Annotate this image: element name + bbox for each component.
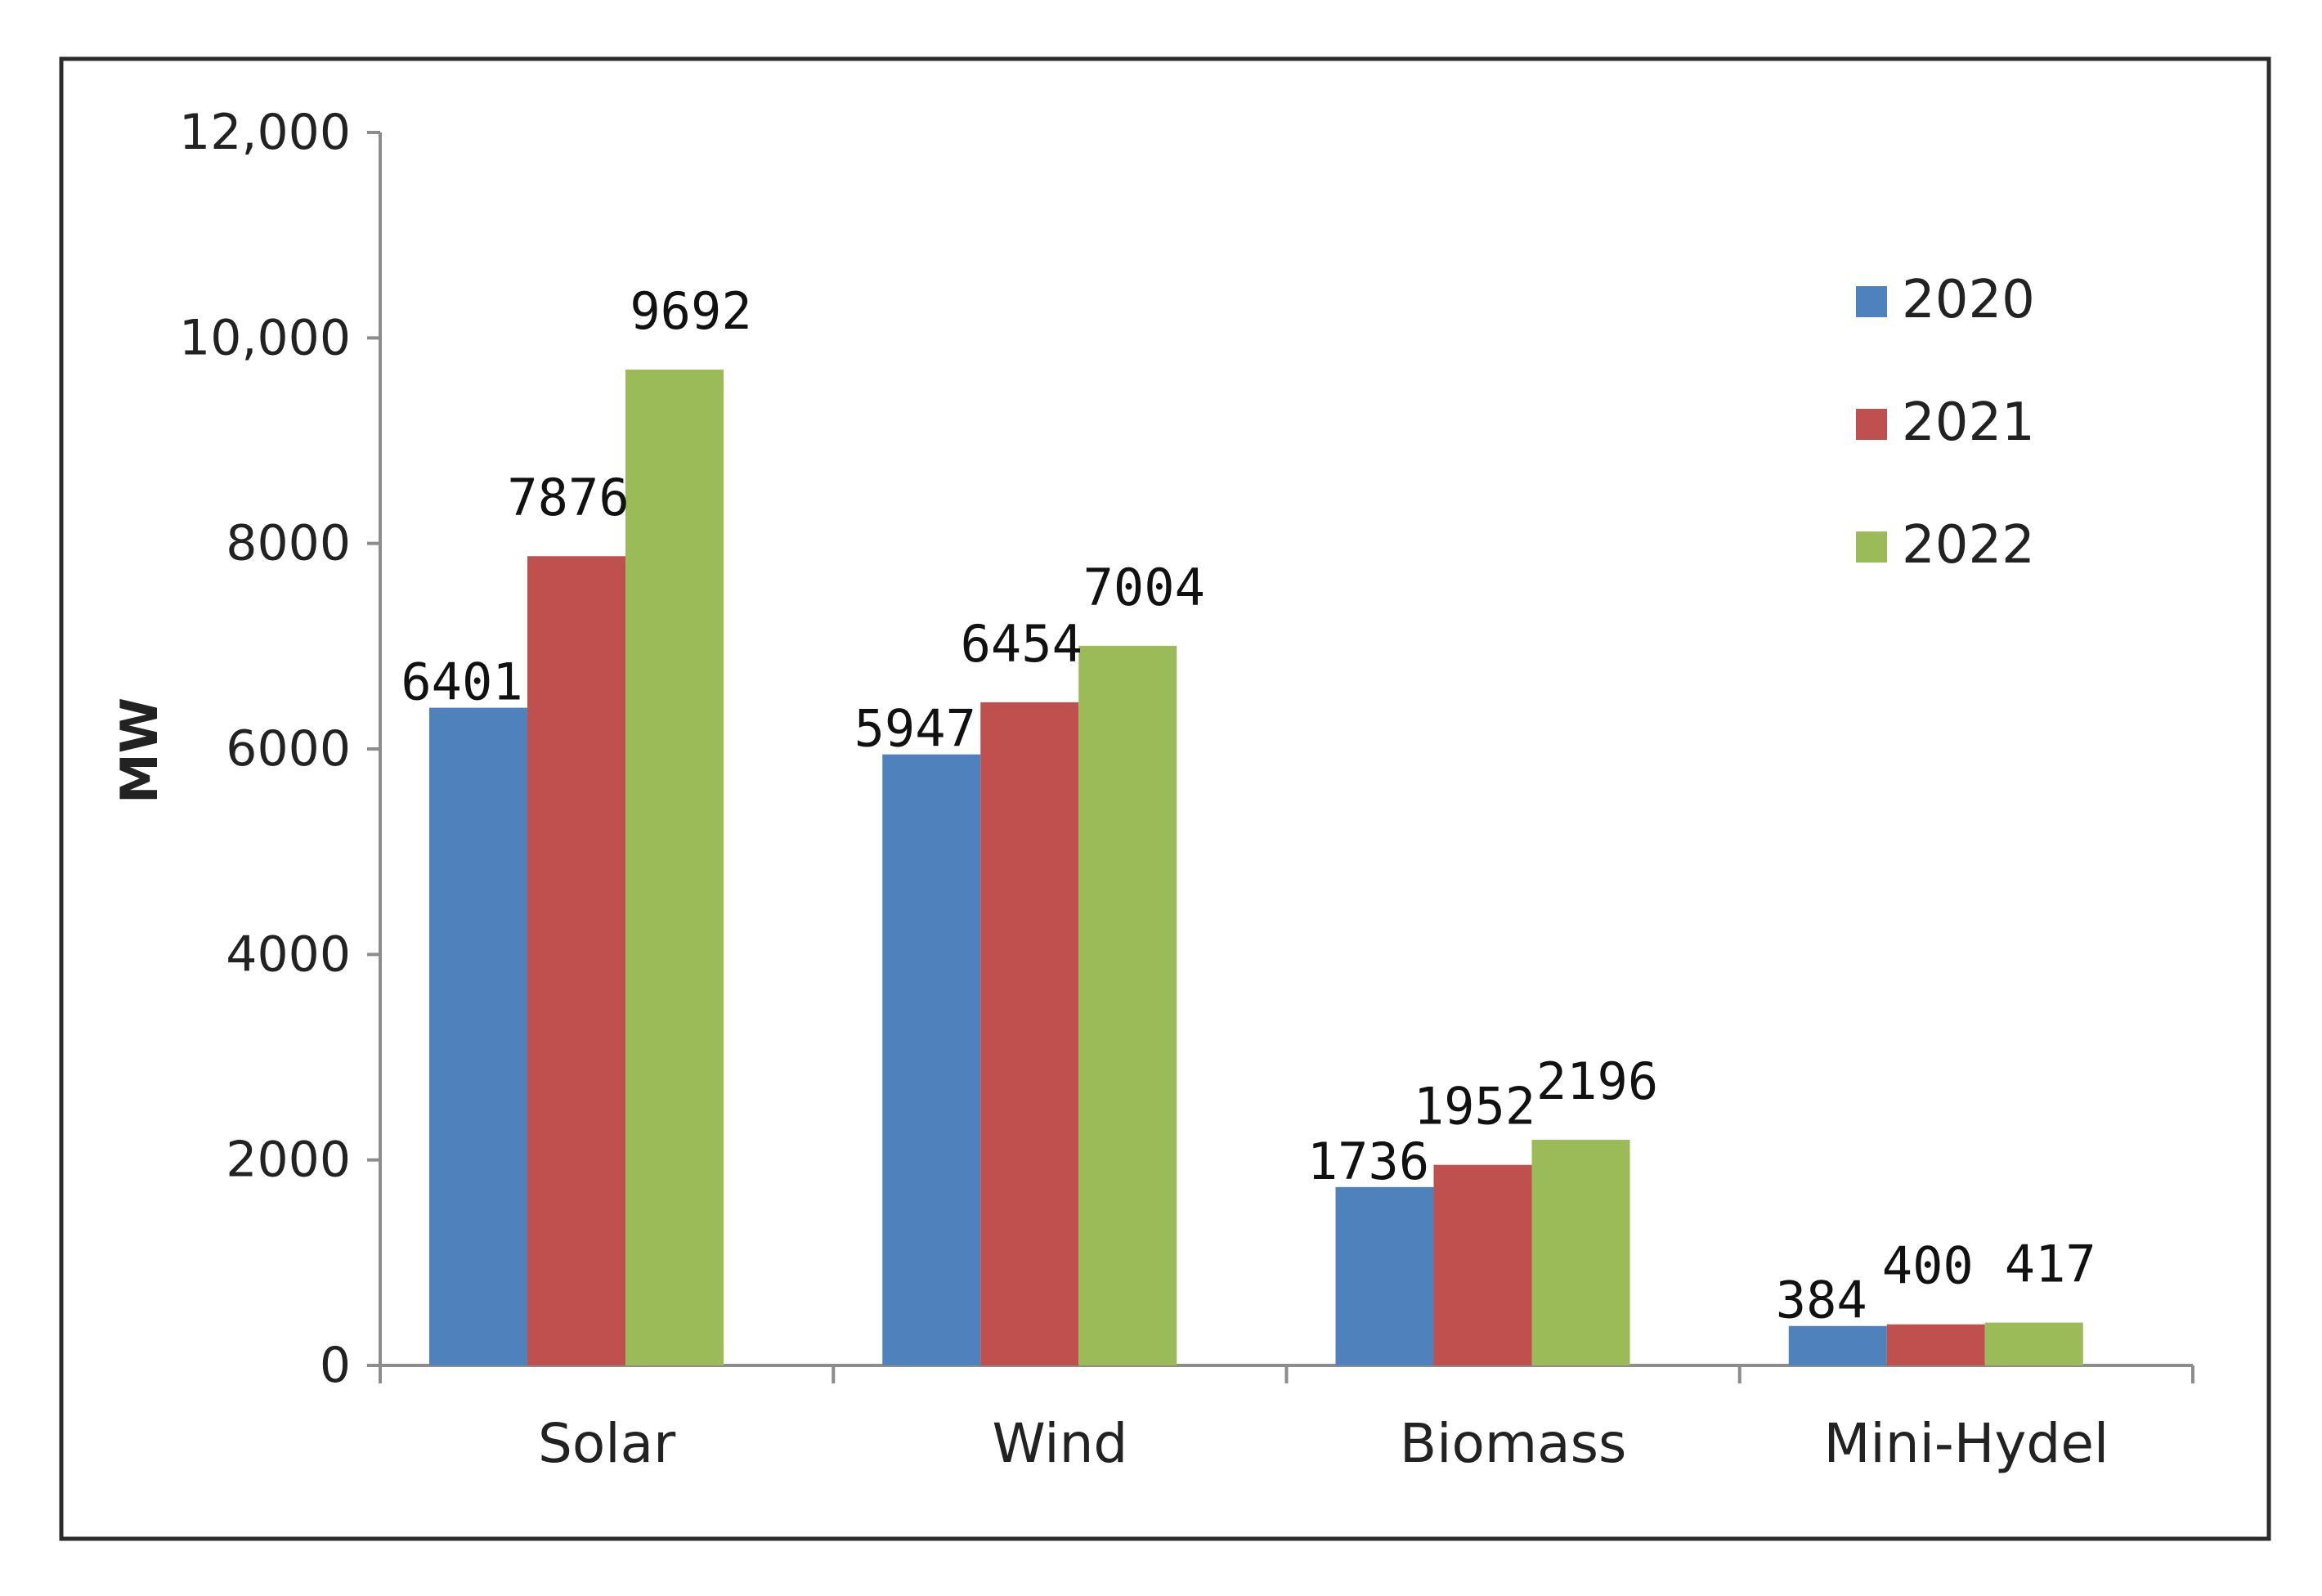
legend-label-2022: 2022 [1902,515,2035,576]
y-tick-label: 8000 [226,515,351,572]
data-label-mini-hydel-2022: 417 [2005,1235,2096,1294]
y-axis-label: MW [110,697,169,804]
legend-swatch-2022 [1856,531,1887,563]
bar-mini-hydel-2021 [1886,1324,1985,1365]
data-label-mini-hydel-2020: 384 [1776,1271,1867,1330]
y-axis: 0 2000 4000 6000 8000 10,000 12,000 [179,104,382,1394]
data-label-solar-2022: 9692 [630,281,751,341]
legend-label-2020: 2020 [1902,270,2035,330]
y-tick-label: 12,000 [179,104,351,161]
bar-wind-2022 [1078,645,1177,1365]
bar-wind-2021 [980,702,1079,1365]
data-label-mini-hydel-2021: 400 [1882,1236,1974,1296]
bar-solar-2020 [429,707,527,1365]
y-tick-label: 6000 [226,720,351,778]
x-tick-label: Wind [992,1412,1127,1475]
bar-solar-2021 [527,556,625,1365]
legend-swatch-2020 [1856,286,1887,317]
bar-solar-2022 [625,370,724,1365]
bar-wind-2020 [882,754,981,1365]
legend-swatch-2021 [1856,409,1887,440]
y-tick-label: 0 [320,1337,351,1394]
bars [429,370,2083,1365]
data-label-wind-2020: 5947 [854,699,976,759]
legend: 2020 2021 2022 [1856,270,2035,576]
bar-biomass-2022 [1531,1140,1630,1365]
legend-label-2021: 2021 [1902,392,2035,453]
x-tick-label: Biomass [1400,1412,1627,1475]
y-tick-label: 10,000 [179,309,351,366]
data-label-biomass-2020: 1736 [1307,1132,1429,1191]
bar-biomass-2021 [1433,1164,1532,1365]
bar-mini-hydel-2020 [1788,1325,1887,1365]
data-label-wind-2022: 7004 [1083,558,1205,617]
x-tick-label: Solar [538,1412,676,1475]
bar-biomass-2020 [1335,1186,1434,1365]
data-label-biomass-2021: 1952 [1414,1077,1535,1136]
y-tick-label: 2000 [226,1132,351,1189]
y-tick-label: 4000 [226,926,351,983]
bar-mini-hydel-2022 [1984,1322,2083,1365]
data-label-solar-2021: 7876 [507,468,629,527]
data-label-wind-2021: 6454 [961,614,1083,674]
data-label-solar-2020: 6401 [401,652,522,712]
data-label-biomass-2022: 2196 [1536,1051,1658,1111]
x-tick-label: Mini-Hydel [1823,1412,2109,1475]
